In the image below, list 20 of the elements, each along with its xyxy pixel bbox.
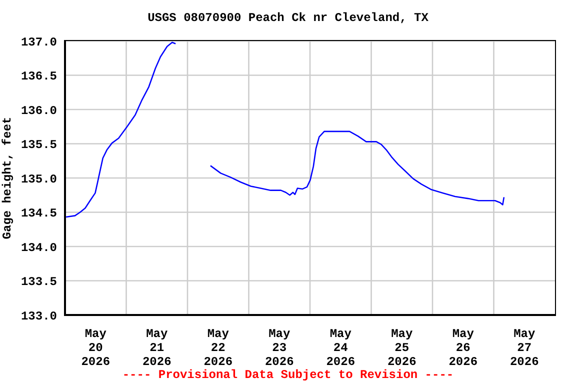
y-tick-label: 135.0 bbox=[20, 172, 57, 186]
x-tick-label: May 20 2026 bbox=[81, 327, 110, 369]
x-tick-label: May 21 2026 bbox=[142, 327, 172, 369]
y-tick-label: 134.5 bbox=[20, 206, 57, 221]
y-tick-label: 133.0 bbox=[20, 309, 57, 324]
x-tick-label: May 22 2026 bbox=[204, 327, 233, 369]
x-tick-label: May 23 2026 bbox=[264, 327, 294, 369]
x-tick-label: May 24 2026 bbox=[326, 327, 356, 369]
y-tick-label: 136.5 bbox=[20, 70, 57, 84]
x-tick-label: May 26 2026 bbox=[448, 327, 478, 369]
x-tick-label: May 25 2026 bbox=[387, 327, 416, 369]
y-tick-label: 137.0 bbox=[20, 35, 57, 50]
y-tick-label: 136.0 bbox=[20, 104, 57, 118]
y-tick-label: 133.5 bbox=[20, 275, 57, 290]
x-tick-label: May 27 2026 bbox=[510, 327, 539, 369]
y-tick-label: 134.0 bbox=[20, 240, 57, 255]
y-tick-label: 135.5 bbox=[20, 138, 57, 152]
chart-title: USGS 08070900 Peach Ck nr Cleveland, TX bbox=[146, 11, 430, 25]
y-axis-title: Gage height, feet bbox=[0, 116, 14, 240]
text: ---- Provisional Data Subject to Revision ---- bbox=[121, 368, 455, 382]
